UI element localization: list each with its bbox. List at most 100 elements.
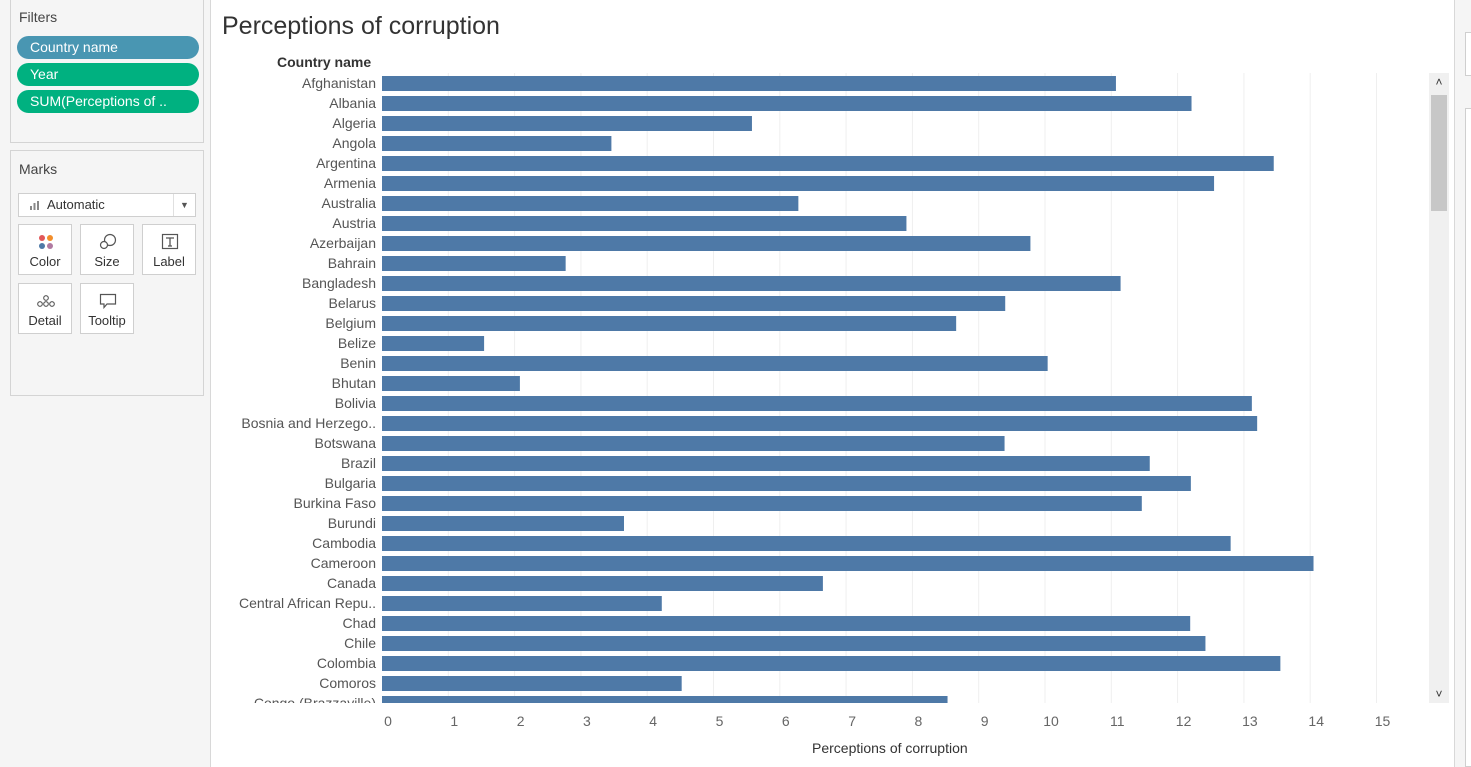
marks-label-button[interactable]: Label [142,224,196,275]
category-label[interactable]: Burundi [328,515,376,531]
category-label[interactable]: Canada [327,575,376,591]
marks-title: Marks [19,161,58,177]
bar-algeria[interactable] [382,116,752,131]
category-label[interactable]: Brazil [341,455,376,471]
bar-cameroon[interactable] [382,556,1314,571]
right-card-bottom [1465,108,1471,767]
x-tick-label: 12 [1176,713,1192,729]
filters-title: Filters [19,9,58,25]
category-label[interactable]: Austria [332,215,376,231]
row-header-country-name[interactable]: Country name [277,54,372,70]
bar-belize[interactable] [382,336,485,351]
category-label[interactable]: Bolivia [335,395,376,411]
detail-icon [37,295,55,307]
x-axis-ticks: 0 1 2 3 4 5 6 7 8 9 10 11 12 13 14 15 [384,713,1390,729]
category-label[interactable]: Armenia [324,175,376,191]
filter-pill-year[interactable]: Year [17,63,199,86]
marks-size-button[interactable]: Size [80,224,134,275]
category-label[interactable]: Congo (Brazzaville) [254,695,376,711]
x-tick-label: 5 [716,713,724,729]
bar-belarus[interactable] [382,296,1006,311]
bar-benin[interactable] [382,356,1048,371]
x-tick-label: 7 [848,713,856,729]
vertical-scrollbar[interactable]: ˄ ˅ [1429,73,1449,703]
chart-pane: Perceptions of corruption Country name A… [211,0,1454,767]
category-label[interactable]: Belize [338,335,376,351]
right-pane-strip [1454,0,1471,767]
bar-bolivia[interactable] [382,396,1252,411]
bar-bosnia-and-herzego-[interactable] [382,416,1258,431]
bar-bhutan[interactable] [382,376,520,391]
category-label[interactable]: Australia [322,195,377,211]
tooltip-icon [99,293,117,310]
marks-card: Marks Automatic ▼ Color [10,150,204,396]
bar-burkina-faso[interactable] [382,496,1142,511]
category-label[interactable]: Bangladesh [302,275,376,291]
category-label[interactable]: Belarus [329,295,376,311]
bar-chile[interactable] [382,636,1206,651]
category-label[interactable]: Argentina [316,155,376,171]
bar-chad[interactable] [382,616,1191,631]
marks-color-label: Color [29,254,61,269]
bar-albania[interactable] [382,96,1192,111]
filter-pill-country-name[interactable]: Country name [17,36,199,59]
category-label[interactable]: Chad [343,615,376,631]
bar-armenia[interactable] [382,176,1215,191]
bar-canada[interactable] [382,576,823,591]
scrollbar-thumb[interactable] [1431,95,1447,211]
marks-detail-label: Detail [28,313,62,328]
category-label[interactable]: Bhutan [332,375,376,391]
chevron-up-icon[interactable]: ˄ [1435,75,1443,89]
bar-bahrain[interactable] [382,256,566,271]
marks-detail-button[interactable]: Detail [18,283,72,334]
country-labels: Afghanistan Albania Algeria Angola Argentina… [239,75,377,711]
category-label[interactable]: Chile [344,635,376,651]
category-label[interactable]: Benin [340,355,376,371]
bar-brazil[interactable] [382,456,1150,471]
marks-tooltip-button[interactable]: Tooltip [80,283,134,334]
bar-central-african-repu-[interactable] [382,596,662,611]
category-label[interactable]: Albania [329,95,376,111]
category-label[interactable]: Angola [332,135,376,151]
bar-comoros[interactable] [382,676,682,691]
category-label[interactable]: Belgium [325,315,376,331]
category-label[interactable]: Algeria [332,115,376,131]
category-label[interactable]: Comoros [319,675,376,691]
bar-burundi[interactable] [382,516,624,531]
category-label[interactable]: Bosnia and Herzego.. [241,415,376,431]
category-label[interactable]: Afghanistan [302,75,376,91]
category-label[interactable]: Botswana [315,435,377,451]
bar-belgium[interactable] [382,316,957,331]
bar-australia[interactable] [382,196,799,211]
bar-colombia[interactable] [382,656,1281,671]
bar-botswana[interactable] [382,436,1005,451]
color-icon [39,235,53,249]
marks-color-button[interactable]: Color [18,224,72,275]
category-label[interactable]: Central African Repu.. [239,595,376,611]
category-label[interactable]: Colombia [317,655,376,671]
filter-pill-sum-perceptions[interactable]: SUM(Perceptions of .. [17,90,199,113]
category-label[interactable]: Azerbaijan [310,235,376,251]
marks-tooltip-label: Tooltip [88,313,126,328]
bar-angola[interactable] [382,136,612,151]
bar-bulgaria[interactable] [382,476,1191,491]
category-label[interactable]: Cameroon [311,555,376,571]
x-tick-label: 1 [450,713,458,729]
category-label[interactable]: Bahrain [328,255,376,271]
bar-congo-brazzaville-[interactable] [382,696,948,711]
bar-cambodia[interactable] [382,536,1231,551]
x-tick-label: 11 [1110,713,1125,729]
bar-argentina[interactable] [382,156,1274,171]
bar-bangladesh[interactable] [382,276,1121,291]
chevron-down-icon[interactable]: ▼ [173,194,195,216]
x-tick-label: 6 [782,713,790,729]
category-label[interactable]: Burkina Faso [294,495,377,511]
bar-azerbaijan[interactable] [382,236,1031,251]
category-label[interactable]: Cambodia [312,535,376,551]
chevron-down-icon[interactable]: ˅ [1435,687,1443,701]
bar-afghanistan[interactable] [382,76,1116,91]
bar-austria[interactable] [382,216,907,231]
mark-type-dropdown[interactable]: Automatic ▼ [18,193,196,217]
category-label[interactable]: Bulgaria [325,475,377,491]
